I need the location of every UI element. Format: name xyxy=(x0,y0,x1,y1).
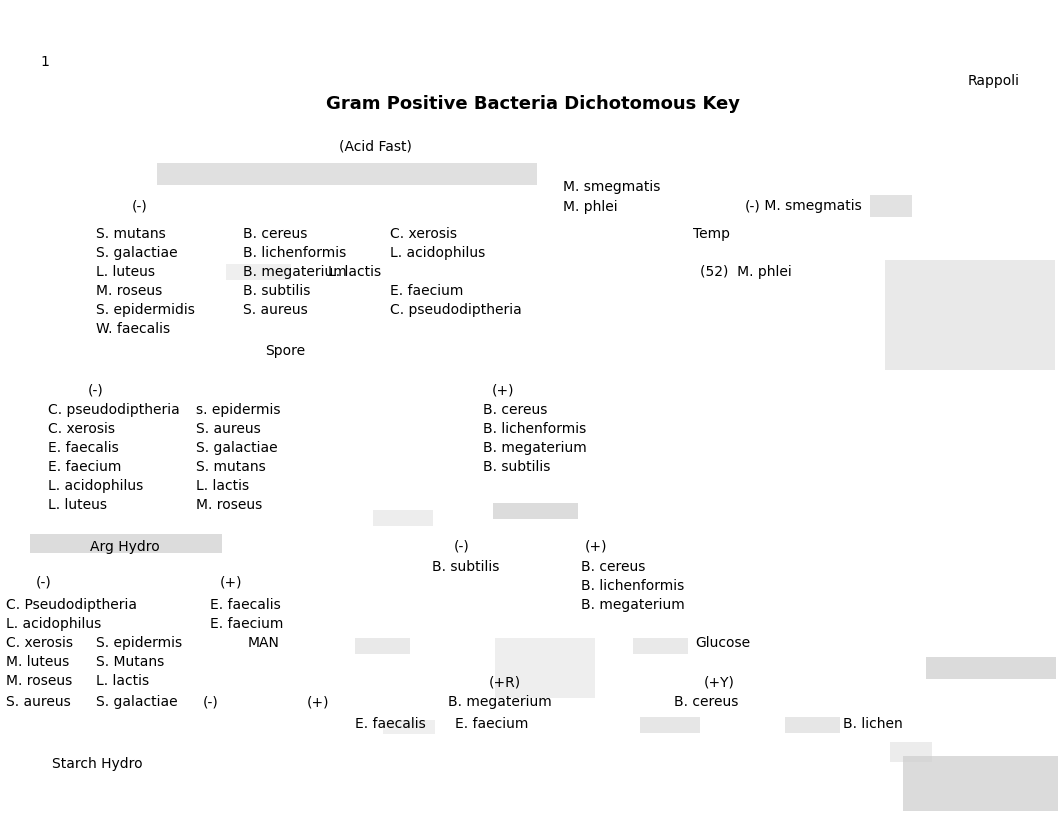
Text: L. lactis: L. lactis xyxy=(196,479,250,493)
Text: B. subtilis: B. subtilis xyxy=(432,560,499,574)
Text: E. faecalis: E. faecalis xyxy=(210,598,280,612)
Text: L. lactis: L. lactis xyxy=(96,674,149,688)
Text: S. galactiae: S. galactiae xyxy=(96,695,177,709)
Text: (-): (-) xyxy=(88,384,104,398)
Text: C. pseudodiptheria: C. pseudodiptheria xyxy=(48,403,179,417)
Text: (+): (+) xyxy=(492,384,514,398)
Text: (+): (+) xyxy=(307,695,329,709)
Bar xyxy=(226,264,291,280)
Text: B. cereus: B. cereus xyxy=(581,560,646,574)
Bar xyxy=(493,503,578,519)
Text: E. faecium: E. faecium xyxy=(48,460,121,474)
Bar xyxy=(885,260,1055,370)
Text: L. luteus: L. luteus xyxy=(48,498,107,512)
Text: S. galactiae: S. galactiae xyxy=(96,246,177,260)
Bar xyxy=(640,717,700,733)
Text: S. aureus: S. aureus xyxy=(243,303,308,317)
Text: B. cereus: B. cereus xyxy=(243,227,307,241)
Bar xyxy=(495,638,595,698)
Text: Temp: Temp xyxy=(693,227,730,241)
Text: E. faecium: E. faecium xyxy=(210,617,284,631)
Text: C. Pseudodiptheria: C. Pseudodiptheria xyxy=(6,598,137,612)
Text: B. megaterium: B. megaterium xyxy=(448,695,552,709)
Bar xyxy=(30,534,222,553)
Text: S. mutans: S. mutans xyxy=(196,460,266,474)
Bar xyxy=(383,720,435,734)
Text: (+Y): (+Y) xyxy=(703,676,735,690)
Text: M. phlei: M. phlei xyxy=(563,200,618,214)
Text: L. luteus: L. luteus xyxy=(96,265,155,279)
Text: E. faecium: E. faecium xyxy=(455,717,529,731)
Text: E. faecalis: E. faecalis xyxy=(355,717,426,731)
Text: B. lichen: B. lichen xyxy=(843,717,903,731)
Text: MAN: MAN xyxy=(249,636,280,650)
Text: (-): (-) xyxy=(203,695,219,709)
Text: S. galactiae: S. galactiae xyxy=(196,441,277,455)
Text: E. faecium: E. faecium xyxy=(390,284,463,298)
Text: (+): (+) xyxy=(220,575,242,589)
Text: (Acid Fast): (Acid Fast) xyxy=(339,140,411,154)
Text: S. epidermis: S. epidermis xyxy=(96,636,182,650)
Text: Glucose: Glucose xyxy=(695,636,750,650)
Text: S. aureus: S. aureus xyxy=(196,422,261,436)
Text: Rappoli: Rappoli xyxy=(967,74,1020,88)
Text: Spore: Spore xyxy=(264,344,305,358)
Text: M. smegmatis: M. smegmatis xyxy=(760,199,861,213)
Text: W. faecalis: W. faecalis xyxy=(96,322,170,336)
Text: E. faecalis: E. faecalis xyxy=(48,441,119,455)
Bar xyxy=(373,510,433,526)
Text: (-): (-) xyxy=(132,200,148,214)
Text: S. mutans: S. mutans xyxy=(96,227,166,241)
Text: B. cereus: B. cereus xyxy=(673,695,738,709)
Text: Arg Hydro: Arg Hydro xyxy=(90,540,159,554)
Text: C. xerosis: C. xerosis xyxy=(48,422,115,436)
Bar xyxy=(903,756,1058,811)
Bar xyxy=(870,195,912,217)
Bar xyxy=(355,638,410,654)
Text: S. epidermidis: S. epidermidis xyxy=(96,303,194,317)
Text: M. roseus: M. roseus xyxy=(96,284,162,298)
Text: (+): (+) xyxy=(585,540,607,554)
Text: 1: 1 xyxy=(40,55,49,69)
Text: B. lichenformis: B. lichenformis xyxy=(483,422,586,436)
Text: C. pseudodiptheria: C. pseudodiptheria xyxy=(390,303,521,317)
Text: C. xerosis: C. xerosis xyxy=(6,636,73,650)
Text: Gram Positive Bacteria Dichotomous Key: Gram Positive Bacteria Dichotomous Key xyxy=(326,95,740,113)
Text: s. epidermis: s. epidermis xyxy=(196,403,280,417)
Bar xyxy=(157,163,537,185)
Text: M. luteus: M. luteus xyxy=(6,655,69,669)
Text: C. xerosis: C. xerosis xyxy=(390,227,457,241)
Text: (-): (-) xyxy=(455,540,469,554)
Text: B. lichenformis: B. lichenformis xyxy=(243,246,346,260)
Text: (+R): (+R) xyxy=(489,676,521,690)
Text: M. roseus: M. roseus xyxy=(196,498,262,512)
Text: L. lactis: L. lactis xyxy=(328,265,381,279)
Bar xyxy=(926,657,1056,679)
Text: M. smegmatis: M. smegmatis xyxy=(563,180,661,194)
Text: B. cereus: B. cereus xyxy=(483,403,547,417)
Text: B. lichenformis: B. lichenformis xyxy=(581,579,684,593)
Text: (-): (-) xyxy=(746,199,760,213)
Text: S. Mutans: S. Mutans xyxy=(96,655,165,669)
Text: B. megaterium: B. megaterium xyxy=(243,265,347,279)
Bar xyxy=(785,717,840,733)
Text: B. subtilis: B. subtilis xyxy=(483,460,550,474)
Text: B. megaterium: B. megaterium xyxy=(483,441,586,455)
Text: M. roseus: M. roseus xyxy=(6,674,72,688)
Bar xyxy=(890,742,932,762)
Text: Starch Hydro: Starch Hydro xyxy=(52,757,142,771)
Text: L. acidophilus: L. acidophilus xyxy=(390,246,485,260)
Text: (52)  M. phlei: (52) M. phlei xyxy=(700,265,792,279)
Text: B. subtilis: B. subtilis xyxy=(243,284,310,298)
Bar xyxy=(633,638,688,654)
Text: B. megaterium: B. megaterium xyxy=(581,598,685,612)
Text: L. acidophilus: L. acidophilus xyxy=(48,479,143,493)
Text: (-): (-) xyxy=(36,575,52,589)
Text: S. aureus: S. aureus xyxy=(6,695,71,709)
Text: L. acidophilus: L. acidophilus xyxy=(6,617,101,631)
